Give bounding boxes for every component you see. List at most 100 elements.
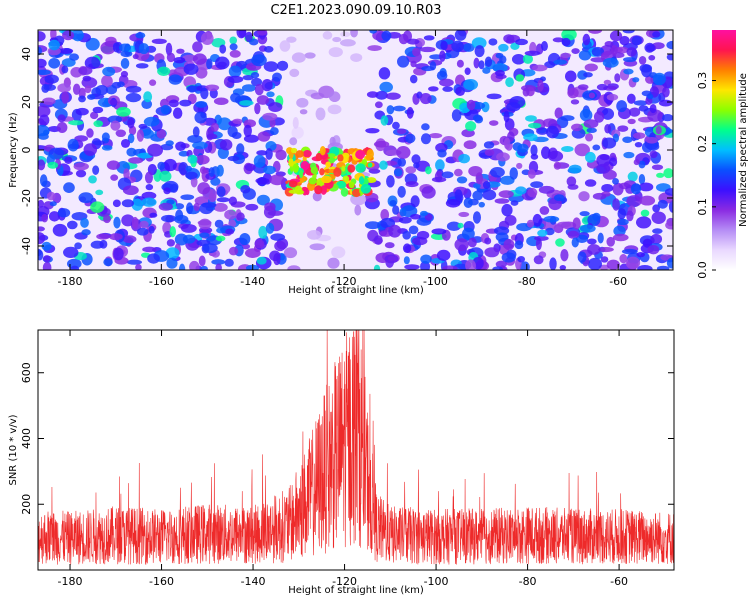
heatmap-cell [578,50,592,61]
heatmap-cell [496,152,510,162]
heatmap-cell [269,174,286,186]
heatmap-cell [201,202,217,208]
spectrogram-x-tick-label: -140 [240,275,265,288]
heatmap-cell [287,265,301,270]
heatmap-cell [571,237,579,248]
heatmap-cell [256,176,267,187]
snr-panel: -180 -160 -140 -120 -100 -80 -60 200 400 600 Hei… [8,329,675,596]
heatmap-cell [256,95,270,105]
heatmap-cell [393,168,403,177]
heatmap-cell [190,176,198,188]
heatmap-cell [627,171,638,182]
heatmap-cell [564,70,577,83]
heatmap-signal-cell [340,187,349,197]
heatmap-cell [419,93,432,105]
heatmap-cell [428,86,439,92]
heatmap-cell [78,192,94,204]
heatmap-signal-cell [355,149,366,160]
heatmap-cell [366,91,379,98]
heatmap-cell [315,107,326,121]
heatmap-signal-cell [367,162,373,168]
heatmap-signal-cell [308,177,317,185]
heatmap-cell [638,160,646,169]
heatmap-cell [120,70,129,78]
heatmap-cell [489,167,505,178]
heatmap-cell [375,90,388,100]
heatmap-cell [389,199,397,206]
heatmap-cell [533,255,544,265]
heatmap-cell [530,153,539,160]
heatmap-cell [399,208,407,217]
heatmap-cell [263,45,274,53]
heatmap-cell [639,195,656,206]
heatmap-cell [157,161,166,171]
heatmap-signal-cell [365,154,372,161]
heatmap-cell [596,163,611,174]
heatmap-cell [101,132,110,142]
heatmap-cell [136,227,149,236]
heatmap-cell [457,222,464,229]
heatmap-cell [225,228,235,235]
heatmap-cell [515,38,528,46]
heatmap-cell [192,141,208,150]
heatmap-cell [117,81,125,88]
heatmap-cell [216,186,226,198]
heatmap-cell [602,57,619,68]
heatmap-cell [38,46,43,56]
heatmap-cell [38,248,42,257]
heatmap-cell [649,150,658,159]
heatmap-cell [597,246,614,253]
spectrogram-x-ticks: -180 -160 -140 -120 -100 -80 -60 [57,30,627,288]
heatmap-cell [398,216,412,224]
heatmap-cell [128,157,144,164]
snr-x-ticks: -180 -160 -140 -120 -100 -80 -60 [58,330,628,588]
heatmap-cell [263,165,276,175]
heatmap-cell [38,124,50,137]
heatmap-cell [626,210,634,222]
heatmap-cell [178,263,186,270]
heatmap-cell [582,33,591,46]
heatmap-cell [66,258,82,269]
heatmap-cell [118,43,131,52]
heatmap-cell [149,79,157,86]
heatmap-cell [253,154,266,168]
heatmap-cell [176,48,185,54]
heatmap-signal-cell [351,188,361,198]
heatmap-cell [58,48,74,54]
heatmap-cell [379,160,388,170]
heatmap-cell [80,217,89,228]
heatmap-cell [527,169,536,179]
heatmap-cell [600,256,609,263]
spectrogram-x-tick-label: -120 [332,275,357,288]
spectrogram-y-tick-label: 0 [20,147,33,154]
heatmap-cell [135,63,149,69]
heatmap-signal-cell [319,168,325,176]
heatmap-cell [516,162,523,169]
heatmap-cell [227,155,240,162]
heatmap-cell [560,248,569,262]
heatmap-cell [625,256,641,270]
heatmap-cell [495,69,505,77]
heatmap-cell [532,213,542,227]
heatmap-cell [528,122,542,129]
heatmap-cell [43,84,56,91]
snr-line [38,330,674,565]
heatmap-cell [517,143,529,153]
heatmap-signal-cell [333,167,342,177]
heatmap-cell [210,122,219,132]
heatmap-cell [566,176,577,187]
heatmap-cell [158,202,173,211]
heatmap-cell [328,91,341,102]
heatmap-cell [530,144,538,157]
spectrogram-heatmap [38,30,673,270]
heatmap-cell [143,91,153,103]
heatmap-cell [198,218,212,230]
heatmap-cell [244,163,256,172]
heatmap-cell [635,216,652,229]
heatmap-cell [328,47,343,58]
heatmap-cell [228,196,238,206]
heatmap-cell [120,58,130,69]
heatmap-cell [208,167,215,177]
heatmap-cell [165,140,174,147]
heatmap-cell [406,107,414,119]
